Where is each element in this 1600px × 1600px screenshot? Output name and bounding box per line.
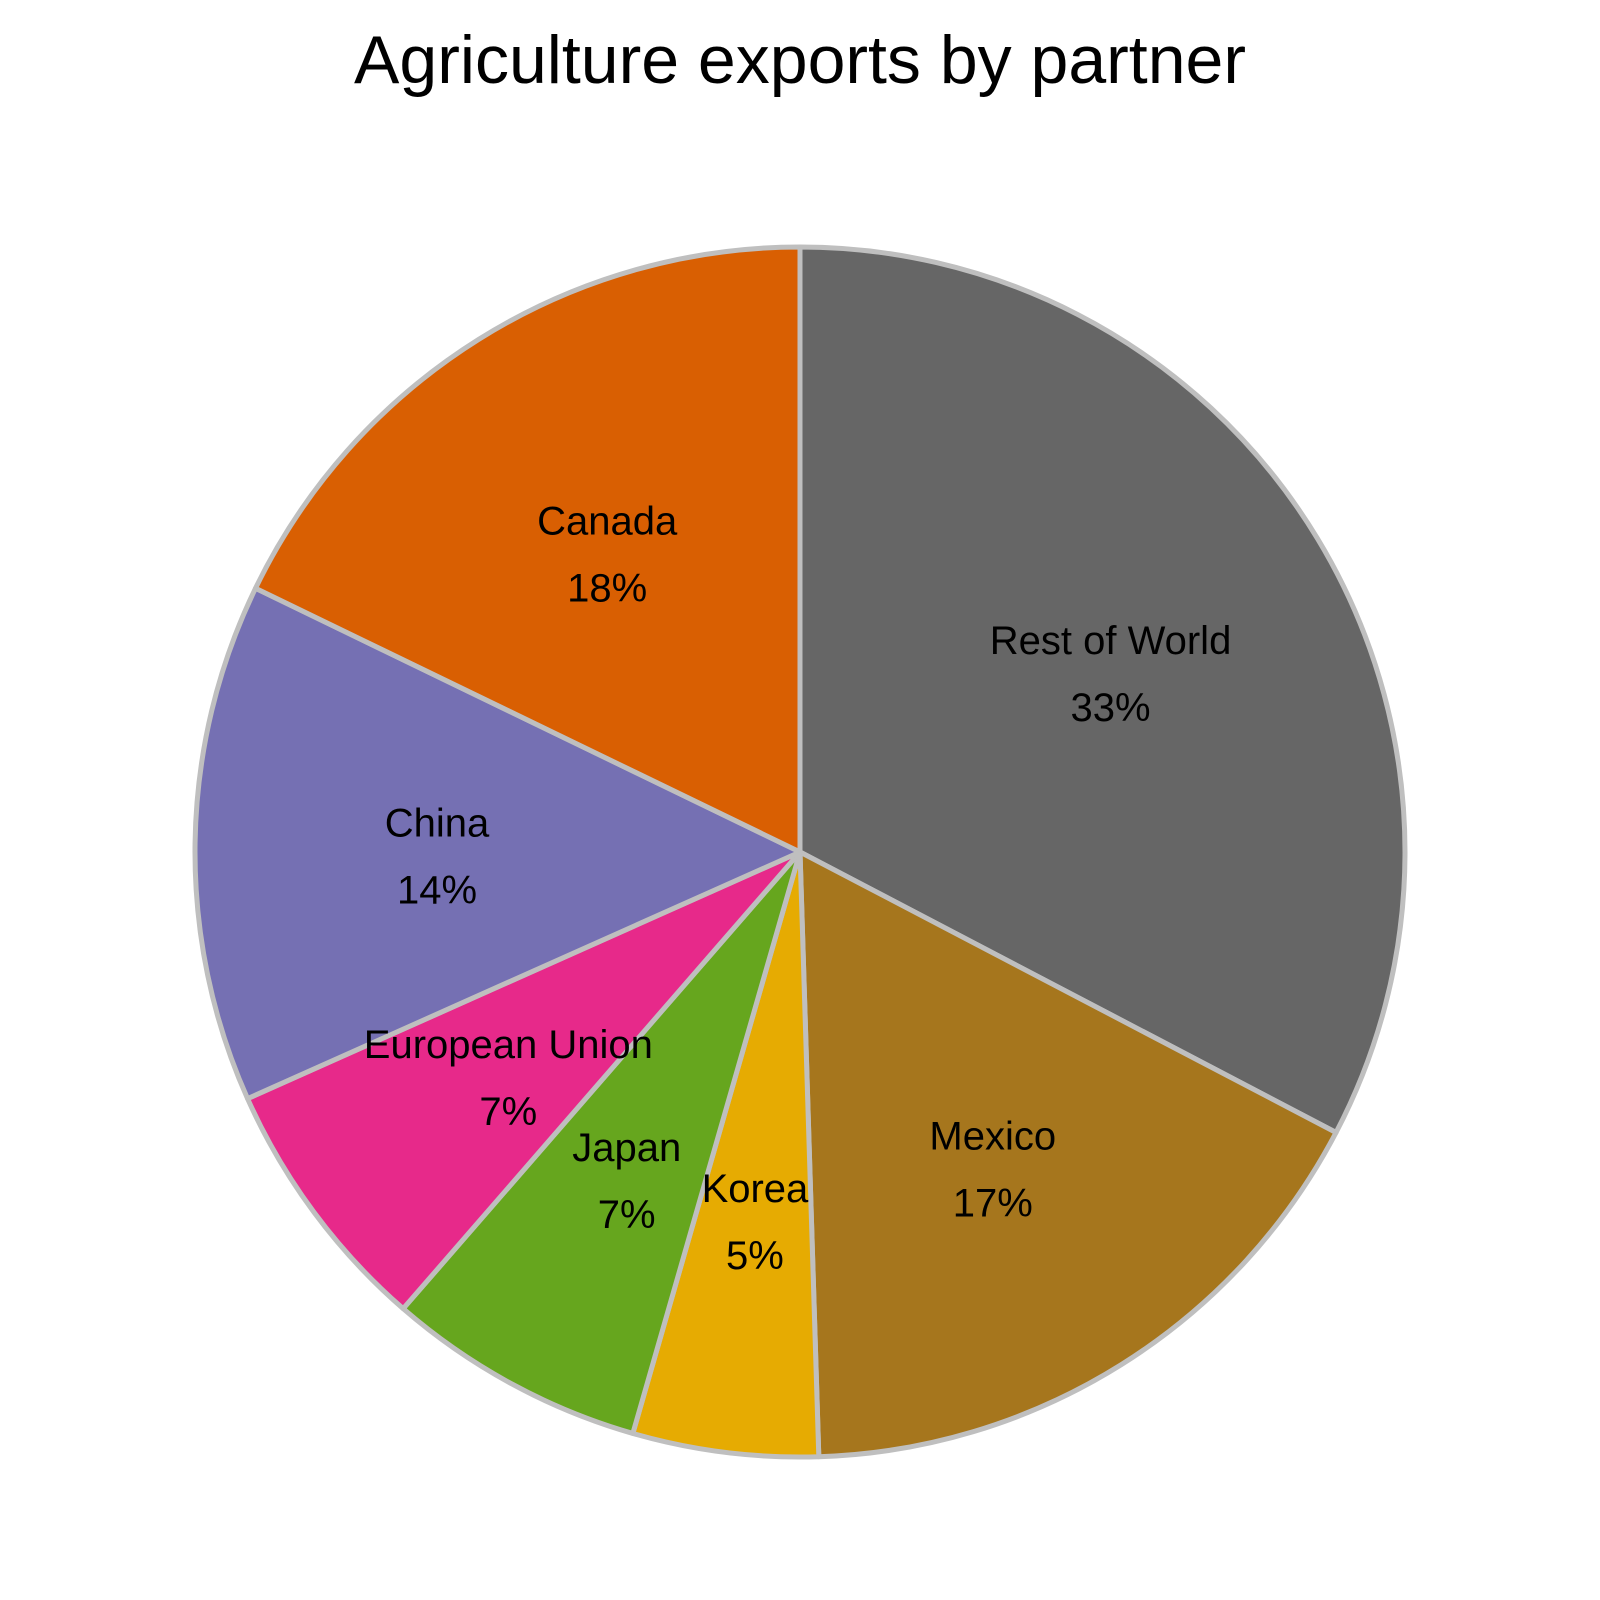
chart-title: Agriculture exports by partner: [354, 22, 1246, 98]
slice-label: China: [385, 801, 490, 845]
slice-percent-label: 7%: [479, 1090, 537, 1134]
slice-label: European Union: [364, 1023, 653, 1067]
pie-slice-rest-of-world: [797, 244, 1408, 1136]
pie-labels: Rest of World 33% Mexico 17% Korea 5% Japan 7% E…: [364, 499, 1232, 1278]
slice-label: Canada: [537, 499, 678, 543]
slice-percent-label: 33%: [1071, 686, 1151, 730]
slice-percent-label: 14%: [397, 868, 477, 912]
slice-label: Mexico: [929, 1115, 1056, 1159]
pie-slice-korea: [630, 849, 822, 1460]
slice-percent-label: 5%: [726, 1234, 784, 1278]
pie-slice-china: [192, 585, 803, 1102]
slice-percent-label: 18%: [567, 566, 647, 610]
slice-label: Korea: [702, 1167, 809, 1211]
slice-percent-label: 7%: [598, 1193, 656, 1237]
pie-slice-european-union: [245, 849, 803, 1312]
slice-label: Japan: [572, 1126, 681, 1170]
pie-slices: [192, 244, 1408, 1460]
slice-label: Rest of World: [990, 619, 1232, 663]
slice-percent-label: 17%: [953, 1182, 1033, 1226]
pie-slice-canada: [252, 244, 803, 855]
pie-slice-mexico: [797, 849, 1339, 1460]
pie-slice-japan: [400, 849, 803, 1436]
